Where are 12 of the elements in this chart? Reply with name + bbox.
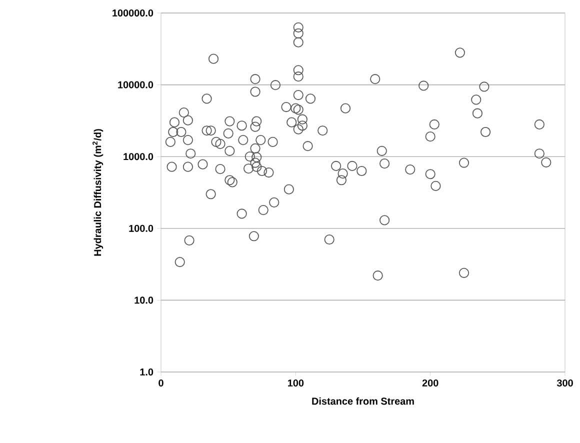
y-tick-label: 1.0: [140, 368, 154, 376]
x-tick-label: 100: [288, 379, 304, 387]
y-tick-label: 100000.0: [112, 9, 154, 17]
y-tick-label: 1000.0: [124, 153, 154, 160]
y-tick-label: 100.0: [129, 224, 154, 232]
y-tick-label: 10000.0: [118, 81, 154, 88]
x-tick-label: 200: [422, 379, 438, 387]
y-axis-title: Hydraulic Diffusivity (m$^{2}$/d): [92, 129, 104, 256]
x-axis-title: Distance from Stream: [312, 397, 414, 405]
y-tick-label: 10.0: [134, 296, 154, 304]
x-tick-label: 300: [556, 379, 573, 387]
x-tick-label: 0: [158, 379, 164, 387]
